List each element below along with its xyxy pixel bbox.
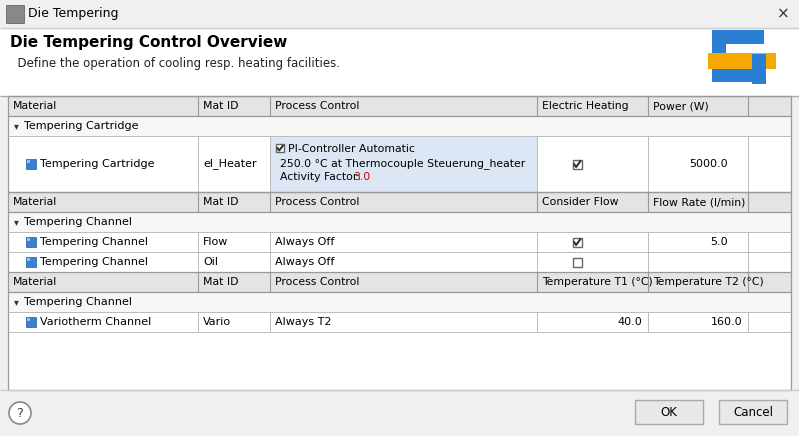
- Text: Always T2: Always T2: [275, 317, 332, 327]
- Bar: [712, 30, 726, 82]
- Bar: [26, 257, 36, 267]
- Bar: [8, 232, 791, 252]
- Text: Always Off: Always Off: [275, 257, 334, 267]
- Bar: [573, 160, 582, 168]
- Text: Tempering Channel: Tempering Channel: [40, 257, 148, 267]
- Bar: [27, 258, 30, 261]
- Bar: [27, 318, 30, 321]
- Text: PI-Controller Automatic: PI-Controller Automatic: [288, 144, 415, 154]
- Text: Cancel: Cancel: [733, 405, 773, 419]
- Text: Tempering Channel: Tempering Channel: [24, 297, 132, 307]
- Text: Variotherm Channel: Variotherm Channel: [40, 317, 151, 327]
- Bar: [573, 258, 582, 266]
- Text: Flow: Flow: [203, 237, 229, 247]
- Bar: [635, 400, 703, 424]
- Bar: [0, 28, 799, 96]
- Bar: [708, 53, 776, 69]
- Text: ▾: ▾: [14, 297, 19, 307]
- Text: Flow Rate (l/min): Flow Rate (l/min): [653, 197, 745, 207]
- Bar: [27, 160, 30, 163]
- Text: Die Tempering Control Overview: Die Tempering Control Overview: [10, 34, 288, 50]
- Bar: [8, 272, 791, 292]
- Bar: [8, 292, 791, 312]
- Text: Material: Material: [13, 197, 58, 207]
- Bar: [726, 44, 762, 68]
- Text: Process Control: Process Control: [275, 101, 360, 111]
- Bar: [26, 317, 36, 327]
- Text: Oil: Oil: [203, 257, 218, 267]
- Text: Mat ID: Mat ID: [203, 197, 238, 207]
- Text: el_Heater: el_Heater: [203, 159, 256, 170]
- Bar: [8, 212, 791, 232]
- Bar: [6, 5, 24, 23]
- Text: ?: ?: [17, 406, 23, 419]
- Text: Electric Heating: Electric Heating: [542, 101, 629, 111]
- Text: 5000.0: 5000.0: [690, 159, 728, 169]
- Bar: [712, 68, 764, 82]
- Bar: [8, 332, 791, 390]
- Text: Tempering Channel: Tempering Channel: [40, 237, 148, 247]
- Text: Tempering Channel: Tempering Channel: [24, 217, 132, 227]
- Text: Always Off: Always Off: [275, 237, 334, 247]
- Text: 160.0: 160.0: [710, 317, 742, 327]
- Text: Material: Material: [13, 101, 58, 111]
- Bar: [276, 144, 284, 152]
- Bar: [27, 238, 30, 241]
- Bar: [752, 54, 766, 84]
- Bar: [26, 159, 36, 169]
- Text: 250.0 °C at Thermocouple Steuerung_heater: 250.0 °C at Thermocouple Steuerung_heate…: [280, 158, 525, 169]
- Text: 5.0: 5.0: [710, 237, 728, 247]
- Text: ×: ×: [777, 7, 789, 21]
- Text: Define the operation of cooling resp. heating facilities.: Define the operation of cooling resp. he…: [10, 58, 340, 71]
- Text: Tempering Cartridge: Tempering Cartridge: [24, 121, 138, 131]
- Text: Material: Material: [13, 277, 58, 287]
- Bar: [8, 136, 791, 192]
- Text: Consider Flow: Consider Flow: [542, 197, 618, 207]
- Text: 40.0: 40.0: [618, 317, 642, 327]
- Bar: [8, 192, 791, 212]
- Text: Vario: Vario: [203, 317, 231, 327]
- Bar: [270, 136, 537, 192]
- Text: Mat ID: Mat ID: [203, 277, 238, 287]
- Bar: [8, 116, 791, 136]
- Bar: [26, 237, 36, 247]
- Text: Temperature T2 (°C): Temperature T2 (°C): [653, 277, 764, 287]
- Circle shape: [9, 402, 31, 424]
- Text: Process Control: Process Control: [275, 277, 360, 287]
- Bar: [719, 400, 787, 424]
- Text: 3.0: 3.0: [353, 172, 371, 182]
- Text: Die Tempering: Die Tempering: [28, 7, 118, 20]
- Text: OK: OK: [661, 405, 678, 419]
- Text: Process Control: Process Control: [275, 197, 360, 207]
- Text: Tempering Cartridge: Tempering Cartridge: [40, 159, 154, 169]
- Bar: [8, 252, 791, 272]
- Bar: [573, 238, 582, 246]
- Text: Power (W): Power (W): [653, 101, 709, 111]
- Text: Mat ID: Mat ID: [203, 101, 238, 111]
- Text: ▾: ▾: [14, 217, 19, 227]
- Bar: [0, 0, 799, 28]
- Bar: [0, 390, 799, 436]
- Bar: [8, 312, 791, 332]
- Text: Temperature T1 (°C): Temperature T1 (°C): [542, 277, 653, 287]
- Text: Activity Factor:: Activity Factor:: [280, 172, 364, 182]
- Text: ▾: ▾: [14, 121, 19, 131]
- Bar: [712, 30, 764, 44]
- Bar: [8, 96, 791, 116]
